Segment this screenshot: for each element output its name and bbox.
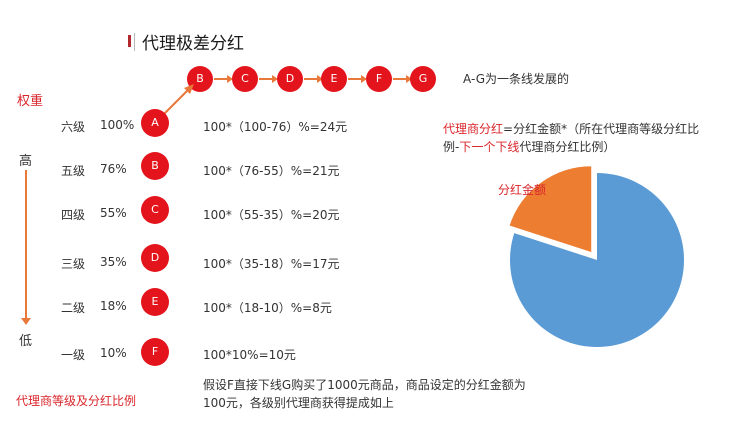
chain-node-g: G — [410, 66, 436, 92]
chain-arrow — [304, 75, 323, 83]
weight-label: 权重 — [17, 94, 44, 109]
weight-axis-arrow — [21, 318, 31, 325]
chain-arrow — [393, 75, 412, 83]
formula-part-tail: 代理商分红比例） — [519, 140, 616, 154]
level-percent: 18% — [100, 299, 127, 313]
level-node: F — [141, 338, 169, 366]
title-divider — [134, 33, 135, 51]
chain-arrow — [214, 75, 233, 83]
pie-slice-label: 分红金额 — [498, 183, 547, 197]
formula-part-main: =分红金额*（所在代理商等级分红比例- — [443, 122, 700, 154]
level-formula: 100*（100-76）%=24元 — [203, 120, 348, 134]
dividend-formula: 代理商分红=分红金额*（所在代理商等级分红比例-下一个下线代理商分红比例） — [443, 120, 708, 156]
chain-arrow — [348, 75, 367, 83]
level-formula: 100*（18-10）%=8元 — [203, 301, 332, 315]
level-name: 一级 — [61, 348, 86, 362]
level-node: C — [141, 196, 169, 224]
level-percent: 100% — [100, 118, 135, 132]
chain-arrow — [259, 75, 278, 83]
level-formula: 100*（35-18）%=17元 — [203, 257, 340, 271]
example-caption: 假设F直接下线G购买了1000元商品，商品设定的分红金额为100元，各级别代理商… — [203, 378, 526, 410]
chain-note: A-G为一条线发展的 — [463, 72, 570, 86]
page-title: 代理极差分红 — [142, 34, 244, 54]
formula-part-next-downline: 下一个下线 — [459, 140, 520, 154]
level-ratio-caption: 代理商等级及分红比例 — [16, 394, 137, 408]
pie-dividend-slice — [508, 165, 593, 254]
level-formula: 100*（76-55）%=21元 — [203, 164, 340, 178]
level-percent: 76% — [100, 162, 127, 176]
level-formula: 100*10%=10元 — [203, 348, 296, 362]
low-label: 低 — [19, 334, 33, 349]
pie-main-slice — [510, 173, 684, 347]
dividend-pie-chart — [508, 165, 684, 347]
level-percent: 35% — [100, 255, 127, 269]
level-percent: 55% — [100, 206, 127, 220]
title-accent-bar — [128, 35, 131, 47]
chain-node-c: C — [232, 66, 258, 92]
level-node: E — [141, 288, 169, 316]
level-name: 六级 — [61, 120, 86, 134]
chain-node-e: E — [321, 66, 347, 92]
formula-part-agent-dividend: 代理商分红 — [443, 122, 504, 136]
level-name: 二级 — [61, 301, 86, 315]
level-name: 五级 — [61, 164, 86, 178]
level-percent: 10% — [100, 346, 127, 360]
level-name: 四级 — [61, 208, 86, 222]
level-formula: 100*（55-35）%=20元 — [203, 208, 340, 222]
level-node: B — [141, 152, 169, 180]
weight-axis-line — [25, 170, 27, 320]
level-node: A — [141, 109, 169, 137]
diagonal-arrow — [163, 84, 194, 115]
high-label: 高 — [19, 154, 33, 169]
level-name: 三级 — [61, 257, 86, 271]
chain-node-f: F — [366, 66, 392, 92]
level-node: D — [141, 244, 169, 272]
chain-node-d: D — [277, 66, 303, 92]
